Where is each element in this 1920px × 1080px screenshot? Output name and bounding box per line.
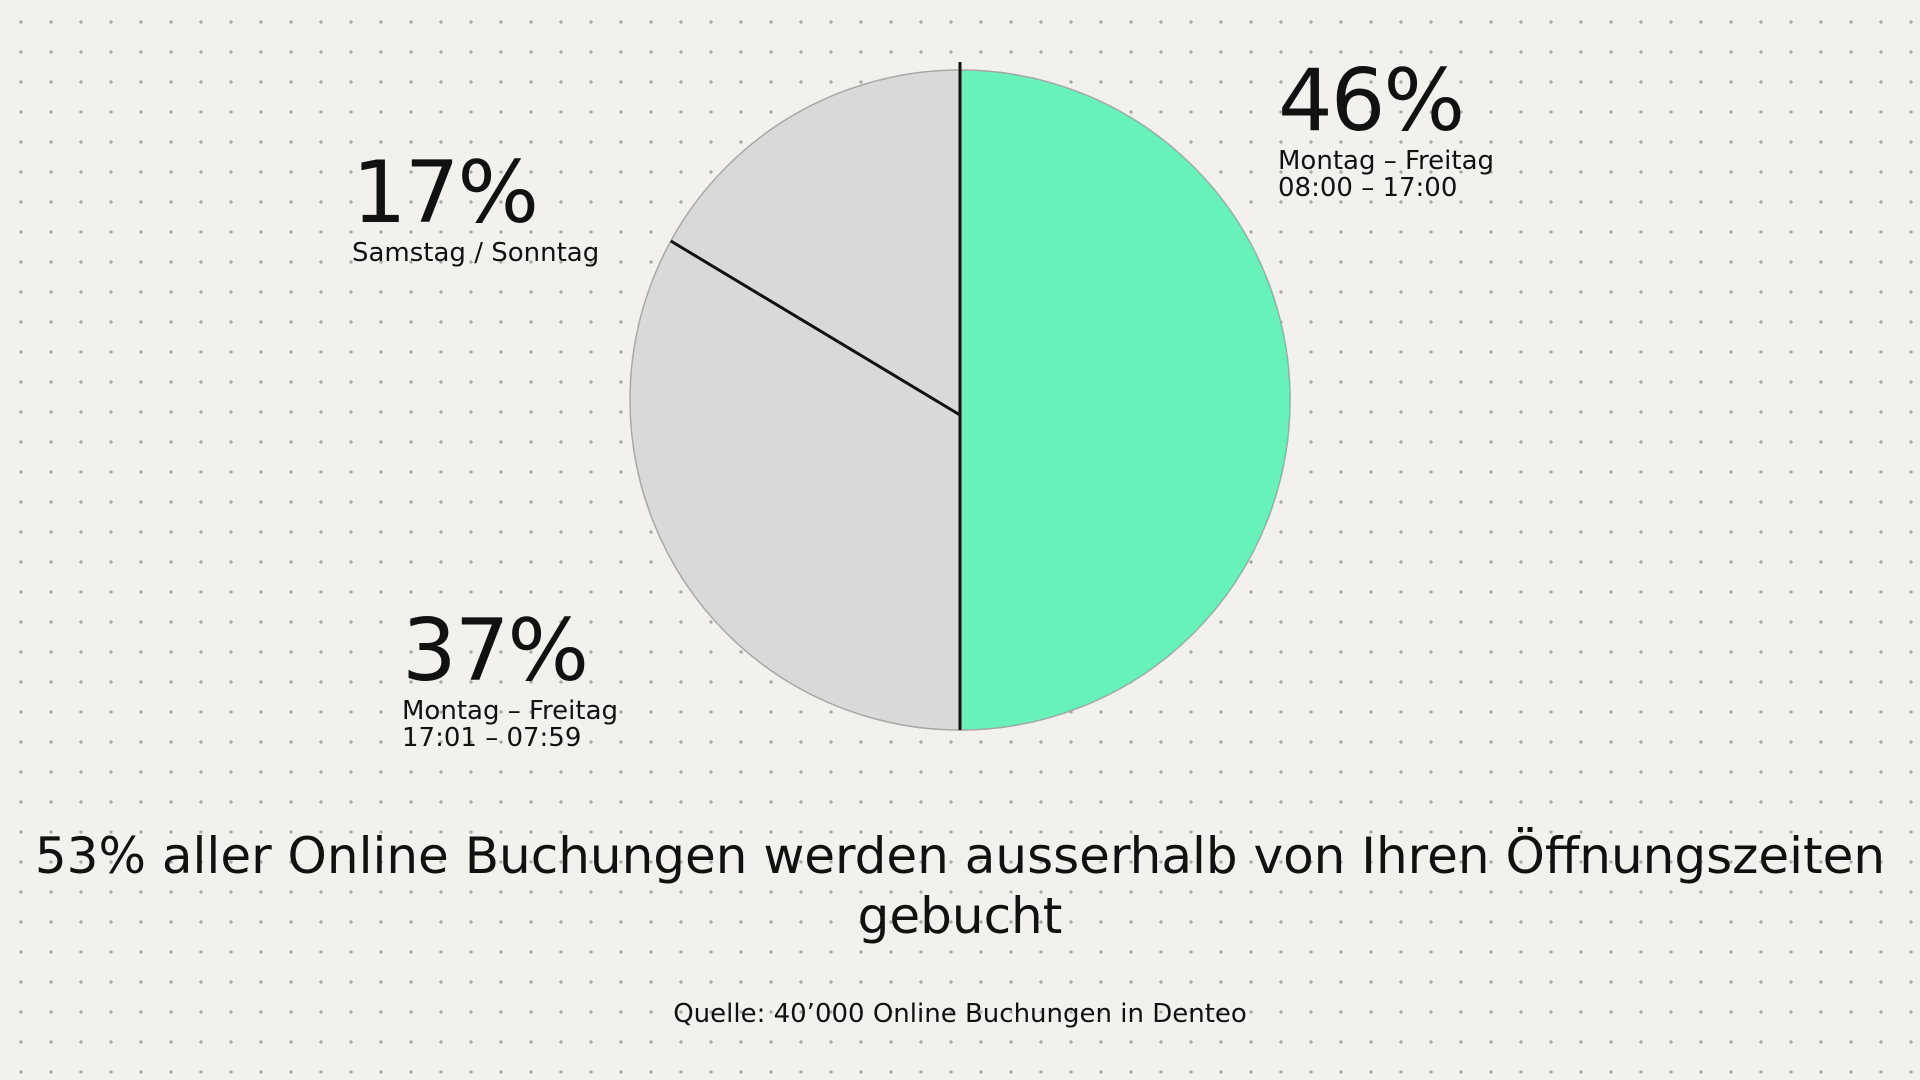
pie-slice-weekday-business-hours xyxy=(959,69,1291,731)
label-weekday-business-hours: 46% Montag – Freitag 08:00 – 17:00 xyxy=(1278,58,1494,202)
slice-percentage: 37% xyxy=(402,601,589,701)
slice-percentage: 17% xyxy=(352,143,539,243)
slice-description: Montag – Freitag 17:01 – 07:59 xyxy=(402,696,619,753)
source-note: Quelle: 40’000 Online Buchungen in Dente… xyxy=(673,999,1247,1029)
slice-percentage: 46% xyxy=(1278,51,1465,151)
slice-description: Samstag / Sonntag xyxy=(352,238,600,268)
label-weekend: 17% Samstag / Sonntag xyxy=(352,150,599,267)
pie-divider-weekend xyxy=(670,239,961,417)
headline: 53% aller Online Buchungen werden ausser… xyxy=(34,827,1886,945)
slice-description: Montag – Freitag 08:00 – 17:00 xyxy=(1278,146,1495,203)
label-weekday-after-hours: 37% Montag – Freitag 17:01 – 07:59 xyxy=(402,608,618,752)
